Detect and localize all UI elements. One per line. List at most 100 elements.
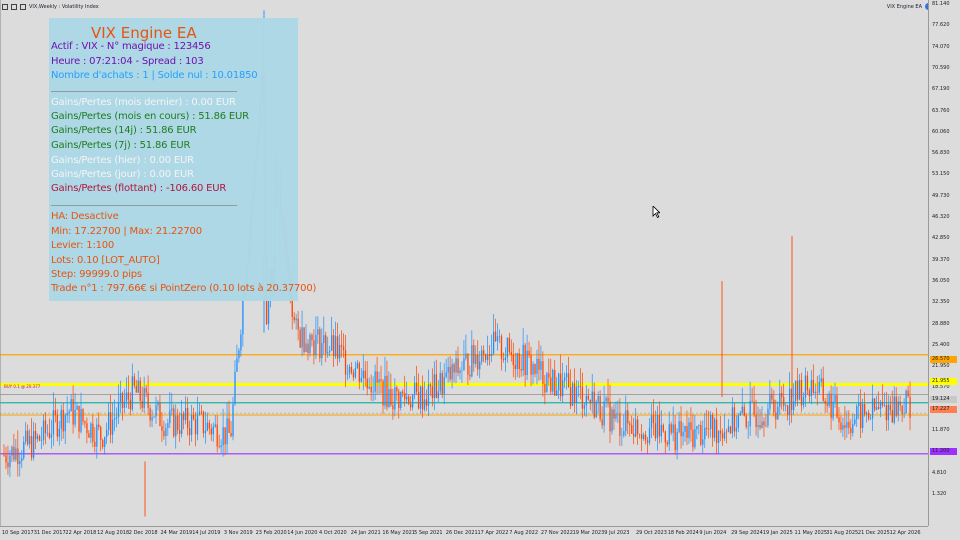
candle-body bbox=[364, 370, 366, 379]
candle-body bbox=[757, 425, 759, 428]
candle-body bbox=[293, 316, 295, 321]
candle-body bbox=[386, 375, 388, 408]
candle-body bbox=[58, 428, 60, 437]
window-close-icon[interactable] bbox=[20, 3, 26, 10]
candle-body bbox=[431, 386, 434, 399]
time-tick-label: 26 Dec 2021 bbox=[445, 530, 478, 536]
expert-advisor-label[interactable]: VIX Engine EA bbox=[887, 2, 932, 11]
ea-panel-line: Lots: 0.10 [LOT_AUTO] bbox=[51, 255, 160, 266]
candle-body bbox=[404, 393, 406, 400]
candle-body bbox=[629, 423, 631, 426]
window-menu-icon[interactable] bbox=[2, 3, 8, 10]
candle-body bbox=[465, 353, 467, 359]
candle-body bbox=[879, 402, 882, 409]
candle-body bbox=[822, 378, 824, 401]
candle-body bbox=[317, 329, 319, 335]
time-tick-label: 14 Jun 2020 bbox=[287, 530, 318, 536]
candle-body bbox=[573, 383, 576, 403]
price-tick-label: 21.950 bbox=[932, 363, 950, 370]
candle-body bbox=[524, 344, 526, 376]
price-level-tag: 21.955 bbox=[930, 378, 957, 385]
candle-body bbox=[214, 424, 216, 427]
candle-body bbox=[338, 344, 341, 359]
candle-body bbox=[117, 402, 120, 417]
candle-body bbox=[747, 426, 749, 428]
price-tick-label: 63.760 bbox=[932, 107, 950, 114]
candle-body bbox=[390, 389, 392, 406]
candle-body bbox=[419, 386, 422, 409]
candle-body bbox=[860, 402, 862, 428]
candle-body bbox=[423, 399, 426, 410]
candle-body bbox=[589, 399, 591, 403]
ea-panel-line: Levier: 1:100 bbox=[51, 240, 115, 251]
ea-name: VIX Engine EA bbox=[886, 3, 922, 10]
candle-body bbox=[56, 415, 58, 437]
candle-body bbox=[17, 448, 19, 465]
candle-body bbox=[382, 380, 384, 406]
candle-body bbox=[830, 393, 832, 419]
time-scale[interactable]: 10 Sep 2017 31 Dec 2017 22 Apr 2018 12 Aug … bbox=[0, 526, 928, 540]
candle-body bbox=[400, 391, 402, 409]
candle-body bbox=[796, 380, 799, 400]
candle-body bbox=[402, 391, 404, 394]
candle-body bbox=[662, 424, 664, 432]
candle-body bbox=[323, 335, 325, 344]
candle-body bbox=[62, 409, 64, 432]
candle-body bbox=[558, 373, 560, 391]
candle-body bbox=[3, 455, 5, 456]
price-tick-label: 1.320 bbox=[932, 490, 947, 497]
candle-body bbox=[905, 390, 907, 414]
candle-body bbox=[897, 401, 899, 416]
candle-body bbox=[427, 384, 430, 406]
candle-body bbox=[836, 395, 838, 418]
candle-body bbox=[550, 377, 552, 392]
candle-body bbox=[139, 380, 141, 401]
candle-body bbox=[378, 379, 380, 383]
candle-body bbox=[522, 344, 524, 371]
time-tick-label: 9 Jun 2024 bbox=[699, 530, 727, 536]
candle-body bbox=[15, 448, 17, 460]
candle-body bbox=[571, 383, 574, 406]
candle-body bbox=[769, 393, 771, 409]
window-restore-icon[interactable] bbox=[11, 3, 17, 10]
candle-body bbox=[640, 434, 643, 439]
candle-body bbox=[129, 399, 132, 410]
price-scale[interactable]: 81.140 77.620 74.070 70.590 67.190 63.760 60.0… bbox=[928, 0, 960, 526]
candle-body bbox=[712, 414, 714, 438]
candle-body bbox=[881, 402, 884, 406]
ea-panel-line: Gains/Pertes (7j) : 51.86 EUR bbox=[51, 140, 191, 151]
time-tick-label: 27 Nov 2022 bbox=[540, 530, 573, 536]
time-tick-label: 9 Jul 2023 bbox=[604, 530, 630, 536]
candle-body bbox=[536, 358, 538, 374]
candle-body bbox=[749, 400, 751, 427]
candle-body bbox=[696, 426, 698, 430]
candle-body bbox=[98, 424, 100, 427]
candle-body bbox=[637, 419, 639, 434]
candle-body bbox=[447, 366, 449, 373]
candle-body bbox=[109, 412, 112, 435]
candle-body bbox=[190, 415, 193, 435]
time-tick-label: 23 Feb 2020 bbox=[255, 530, 287, 536]
candle-body bbox=[439, 372, 441, 392]
candle-body bbox=[812, 379, 815, 393]
candle-body bbox=[202, 411, 205, 434]
price-tick-label: 60.060 bbox=[932, 128, 950, 135]
candle-body bbox=[204, 430, 207, 434]
time-tick-label: 22 Apr 2018 bbox=[65, 530, 97, 536]
candle-body bbox=[183, 413, 185, 421]
candle-body bbox=[621, 435, 623, 436]
candle-body bbox=[658, 414, 661, 437]
candle-body bbox=[783, 397, 785, 406]
candle-body bbox=[171, 408, 173, 411]
candle-body bbox=[429, 384, 432, 387]
candle-body bbox=[792, 401, 795, 411]
candle-body bbox=[461, 370, 463, 371]
candle-body bbox=[611, 409, 613, 432]
candle-body bbox=[729, 426, 732, 434]
candle-body bbox=[13, 446, 15, 460]
candle-body bbox=[360, 377, 362, 382]
candle-body bbox=[733, 407, 736, 432]
candle-body bbox=[909, 396, 911, 418]
candle-body bbox=[230, 432, 232, 437]
